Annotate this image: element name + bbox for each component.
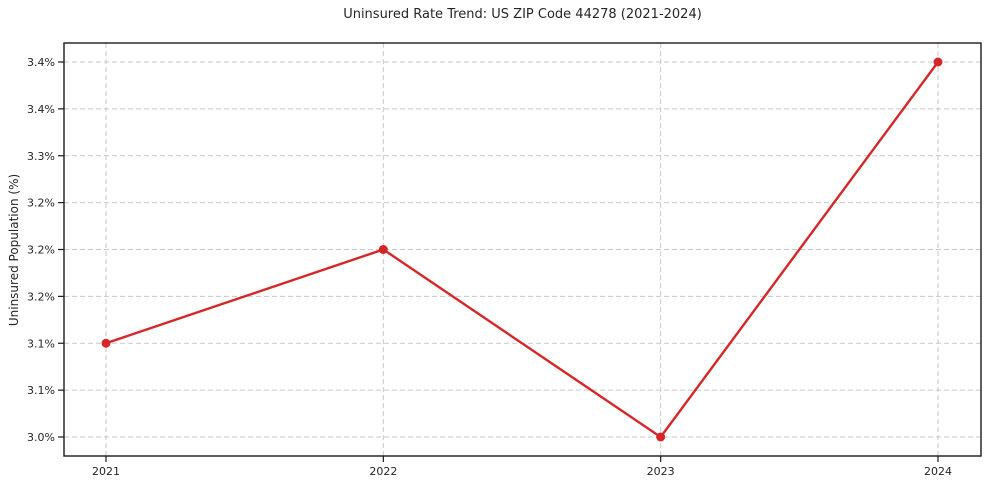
x-tick-label: 2022 — [369, 465, 397, 478]
y-tick-label: 3.2% — [27, 244, 55, 257]
x-tick-label: 2023 — [647, 465, 675, 478]
chart-title: Uninsured Rate Trend: US ZIP Code 44278 … — [343, 7, 702, 22]
y-tick-label: 3.4% — [27, 56, 55, 69]
data-point-marker — [933, 57, 943, 67]
y-tick-label: 3.1% — [27, 337, 55, 350]
x-tick-label: 2021 — [92, 465, 120, 478]
y-axis-label: Uninsured Population (%) — [7, 173, 21, 327]
y-tick-label: 3.4% — [27, 103, 55, 116]
y-tick-label: 3.0% — [27, 431, 55, 444]
data-point-marker — [101, 338, 111, 348]
trend-line — [104, 60, 940, 439]
data-point-marker — [378, 245, 388, 254]
plot-border — [63, 42, 982, 457]
data-point-marker — [656, 432, 666, 442]
y-tick-label: 3.1% — [27, 384, 55, 397]
x-tick-label: 2024 — [924, 465, 952, 478]
y-tick-label: 3.2% — [27, 197, 55, 210]
y-tick-label: 3.3% — [27, 150, 55, 163]
y-tick-label: 3.2% — [27, 290, 55, 303]
